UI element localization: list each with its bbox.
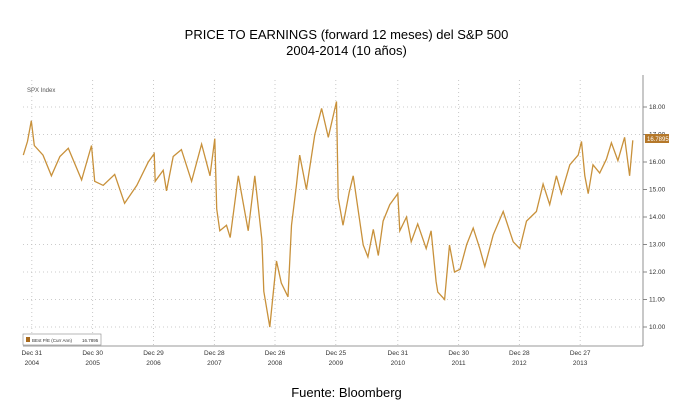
chart-subtitle: 2004-2014 (10 años) <box>286 43 407 58</box>
last-value-label: 16.7895 <box>647 137 669 143</box>
x-tick-label: Dec 28 <box>204 350 225 357</box>
grid <box>23 80 643 346</box>
x-tick-year: 2011 <box>452 360 466 367</box>
y-tick-label: 18.00 <box>649 104 666 111</box>
x-tick-label: Dec 30 <box>82 350 103 357</box>
x-tick-label: Dec 25 <box>326 350 347 357</box>
source-note: Fuente: Bloomberg <box>291 385 402 400</box>
x-tick-label: Dec 30 <box>448 350 469 357</box>
y-tick-label: 10.00 <box>649 324 666 331</box>
x-tick-label: Dec 28 <box>509 350 530 357</box>
x-tick-year: 2004 <box>25 360 40 367</box>
x-tick-year: 2009 <box>329 360 344 367</box>
x-tick-label: Dec 31 <box>22 350 43 357</box>
last-value-tag: 16.7895 <box>645 134 669 143</box>
x-tick-year: 2005 <box>85 360 100 367</box>
y-tick-label: 12.00 <box>649 269 666 276</box>
y-tick-label: 16.00 <box>649 159 666 166</box>
y-tick-label: 13.00 <box>649 242 666 249</box>
last-value-box <box>645 134 669 143</box>
x-tick-year: 2010 <box>391 360 406 367</box>
x-tick-year: 2007 <box>207 360 222 367</box>
y-tick-label: 15.00 <box>649 187 666 194</box>
legend-swatch <box>26 337 30 342</box>
y-tick-label: 11.00 <box>649 297 665 304</box>
legend-box <box>22 333 102 346</box>
x-tick-year: 2012 <box>512 360 527 367</box>
chart-title: PRICE TO EARNINGS (forward 12 meses) del… <box>184 27 509 42</box>
x-tick-label: Dec 29 <box>143 350 164 357</box>
x-tick-label: Dec 31 <box>388 350 409 357</box>
x-tick-label: Dec 27 <box>570 350 591 357</box>
x-tick-year: 2006 <box>146 360 161 367</box>
y-tick-label: 14.00 <box>649 214 666 221</box>
x-tick-year: 2013 <box>573 360 588 367</box>
index-label: SPX Index <box>27 88 55 94</box>
pe-line-chart: SPX Index 10.00 11.00 12.00 13.00 14.00 15.00… <box>22 75 669 367</box>
legend-value: 16.7895 <box>82 338 99 343</box>
legend-label: BEst P/E (Curr Ann) <box>32 338 73 343</box>
pe-series-line <box>22 101 634 328</box>
x-tick-year: 2008 <box>268 360 283 367</box>
x-tick-label: Dec 26 <box>265 350 286 357</box>
legend: BEst P/E (Curr Ann) 16.7895 <box>22 333 102 346</box>
series <box>22 101 634 328</box>
